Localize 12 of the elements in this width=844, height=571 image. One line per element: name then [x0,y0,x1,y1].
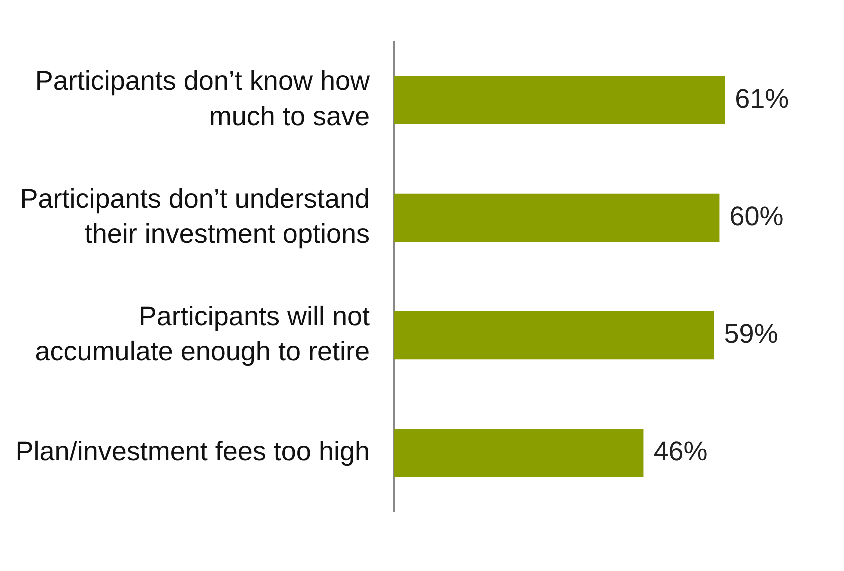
bar [394,429,644,478]
data-label: 61% [735,84,790,114]
bar [394,311,714,360]
y-tick-label: Participants don’t know how much to save [35,66,370,132]
data-label: 60% [730,201,784,232]
bar [394,194,720,242]
bar [394,76,726,124]
data-label: 46% [654,436,708,467]
y-tick-label: Plan/investment fees too high [16,436,370,467]
y-tick-label: Participants don’t understand their investment options [20,184,370,249]
y-tick-label: Participants will not accumulate enough to retire [35,301,370,367]
data-label: 59% [724,318,778,349]
